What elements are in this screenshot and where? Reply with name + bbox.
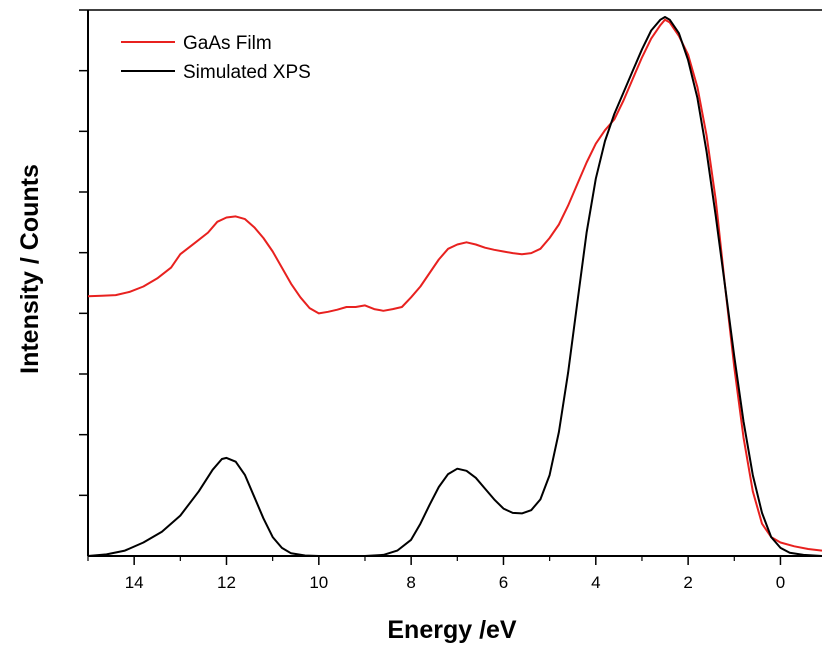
x-axis-ticks: 14 12 10 8 6 4 2 0	[87, 556, 785, 592]
x-tick-label: 8	[406, 573, 415, 592]
y-axis-ticks	[79, 9, 88, 497]
y-axis-title: Intensity / Counts	[16, 164, 44, 374]
legend-label-gaas-film: GaAs Film	[183, 33, 272, 54]
series-line-gaas-film	[87, 18, 822, 552]
legend-label-simulated-xps: Simulated XPS	[183, 62, 311, 83]
x-tick-label: 2	[683, 573, 692, 592]
x-tick-label: 6	[499, 573, 508, 592]
legend: GaAs Film Simulated XPS	[121, 33, 311, 83]
x-tick-label: 4	[591, 573, 600, 592]
plot-frame	[87, 9, 822, 557]
x-axis-title: Energy /eV	[387, 616, 517, 644]
series-line-simulated-xps	[87, 16, 822, 557]
x-tick-label: 12	[217, 573, 236, 592]
x-tick-label: 0	[776, 573, 785, 592]
x-tick-label: 10	[309, 573, 328, 592]
series-layer	[87, 16, 822, 557]
x-tick-label: 14	[125, 573, 144, 592]
